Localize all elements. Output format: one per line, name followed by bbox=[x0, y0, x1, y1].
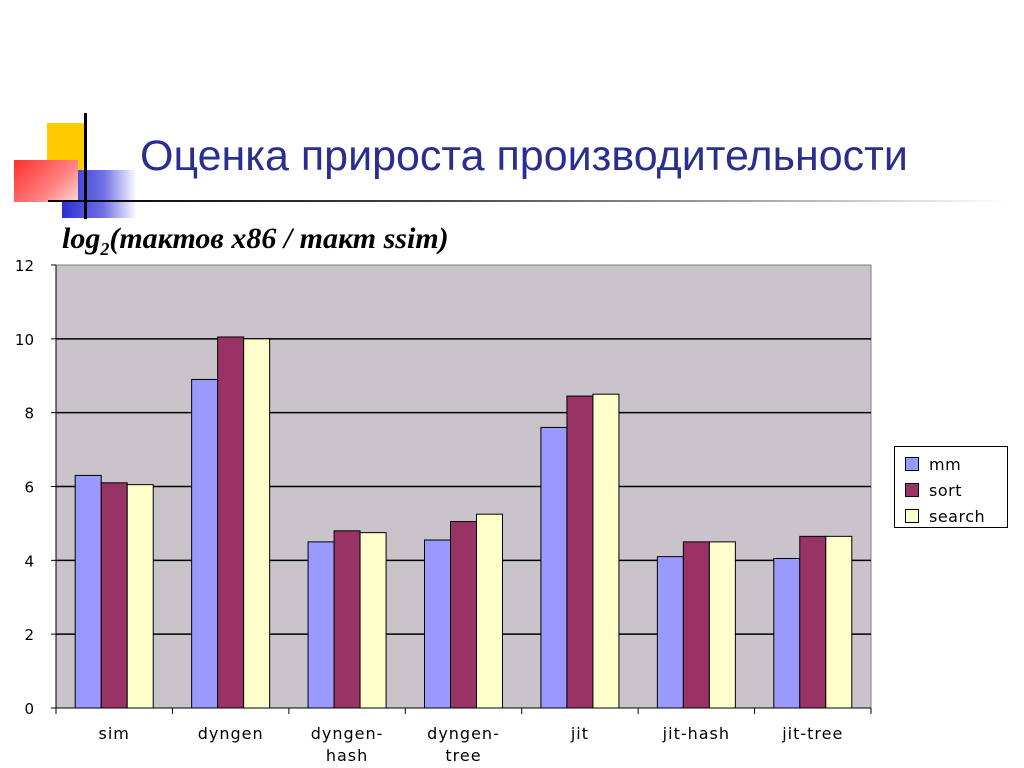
y-tick-label-8: 8 bbox=[24, 405, 34, 423]
x-label-dyngen-tree-line0: dyngen- bbox=[427, 724, 500, 743]
bar-sort-dyngen-hash bbox=[333, 530, 361, 709]
bar-sort-jit-hash bbox=[682, 541, 710, 709]
axis-labels: 0 2 4 6 8 10 12 sim dyngen dyngen-hash dyngen-tree… bbox=[15, 257, 843, 765]
bar-sort-jit bbox=[566, 395, 594, 709]
bar-search-dyngen-hash bbox=[359, 532, 387, 709]
legend-swatch-mm bbox=[905, 457, 919, 471]
bar-mm-dyngen bbox=[191, 378, 219, 709]
bar-sort-dyngen bbox=[217, 336, 245, 709]
bar-search-jit bbox=[592, 393, 620, 709]
legend-label-sort: sort bbox=[929, 480, 962, 500]
bar-search-jit-tree bbox=[825, 535, 853, 709]
legend-swatch-search bbox=[905, 509, 919, 523]
y-tick-label-4: 4 bbox=[24, 552, 34, 570]
chart-subtitle: log2(тактов x86 / такт ssim) bbox=[62, 222, 449, 260]
legend-item-search: search bbox=[895, 503, 1007, 529]
bar-mm-jit-hash bbox=[656, 556, 684, 709]
bar-search-dyngen-tree bbox=[476, 513, 503, 709]
decor-vertical-line bbox=[84, 113, 87, 219]
x-label-jit-tree: jit-tree bbox=[781, 724, 843, 743]
bar-sort-sim bbox=[100, 482, 128, 709]
x-label-dyngen: dyngen bbox=[198, 724, 264, 743]
decor-horizontal-line bbox=[48, 200, 1008, 202]
slide-title: Оценка прироста производительности bbox=[140, 132, 908, 180]
bar-search-dyngen bbox=[243, 338, 271, 709]
bar-sort-dyngen-tree bbox=[450, 521, 477, 709]
y-tick-label-10: 10 bbox=[15, 331, 34, 349]
x-label-jit-hash: jit-hash bbox=[662, 724, 730, 743]
axes bbox=[51, 264, 872, 714]
x-label-dyngen-hash-line0: dyngen- bbox=[311, 724, 384, 743]
subtitle-rest: (тактов x86 / такт ssim) bbox=[109, 222, 449, 255]
subtitle-log: log bbox=[62, 222, 101, 255]
x-label-dyngen-tree-line1: tree bbox=[445, 746, 481, 765]
bar-mm-dyngen-tree bbox=[424, 539, 451, 709]
y-tick-label-12: 12 bbox=[15, 257, 34, 275]
decor-red-square bbox=[14, 160, 78, 202]
y-tick-label-2: 2 bbox=[24, 626, 34, 644]
y-tick-label-0: 0 bbox=[24, 700, 34, 718]
bar-mm-jit bbox=[540, 426, 568, 709]
subtitle-base: 2 bbox=[100, 239, 110, 259]
bar-sort-jit-tree bbox=[799, 535, 827, 709]
bar-mm-jit-tree bbox=[773, 557, 801, 709]
legend-label-mm: mm bbox=[929, 454, 962, 474]
bars bbox=[74, 336, 853, 709]
y-tick-label-6: 6 bbox=[24, 479, 34, 497]
legend-item-mm: mm bbox=[895, 451, 1007, 477]
legend-item-sort: sort bbox=[895, 477, 1007, 503]
x-label-dyngen-hash-line1: hash bbox=[326, 746, 368, 765]
x-label-jit: jit bbox=[570, 724, 589, 743]
bar-search-jit-hash bbox=[708, 541, 736, 709]
bar-search-sim bbox=[126, 484, 154, 709]
legend-swatch-sort bbox=[905, 483, 919, 497]
bar-mm-sim bbox=[74, 474, 102, 709]
bar-mm-dyngen-hash bbox=[307, 541, 335, 709]
legend: mm sort search bbox=[894, 446, 1008, 528]
legend-label-search: search bbox=[929, 506, 986, 526]
x-label-sim: sim bbox=[99, 724, 130, 743]
